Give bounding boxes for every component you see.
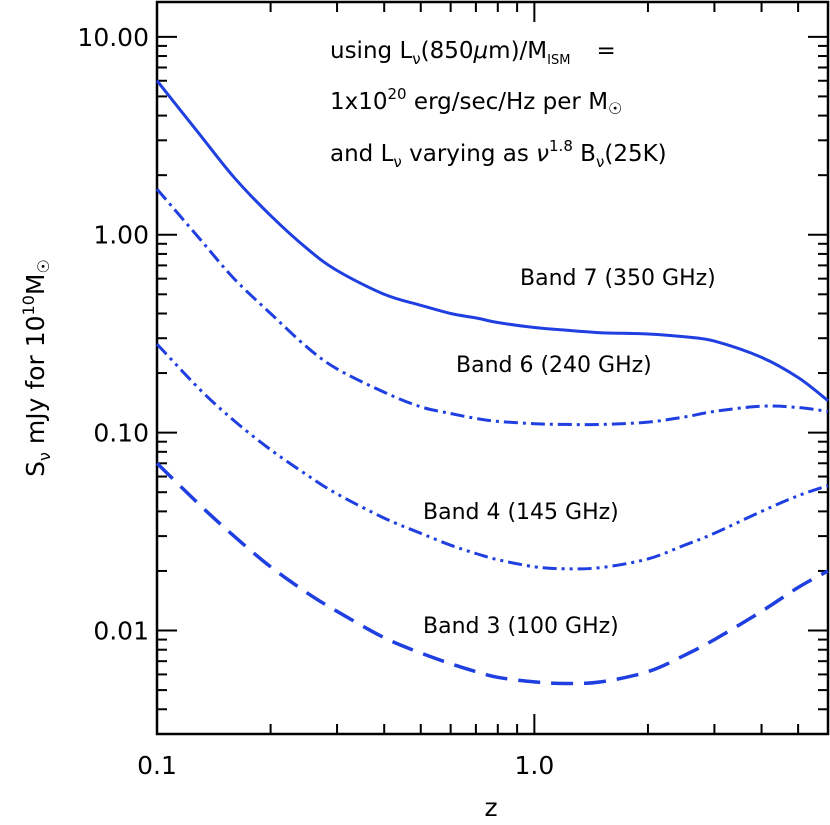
axis-ticks — [156, 2, 829, 735]
series-label-band-6: Band 6 (240 GHz) — [456, 353, 652, 378]
y-tick-label: 0.01 — [93, 617, 149, 646]
series-label-band-4: Band 4 (145 GHz) — [423, 500, 619, 525]
series-label-band-7: Band 7 (350 GHz) — [520, 266, 716, 291]
y-tick-label: 10.00 — [77, 23, 149, 52]
plot-frame — [155, 0, 830, 736]
series-line-2 — [155, 343, 829, 571]
series-lines — [155, 79, 829, 686]
y-axis-label: Sν mJy for 1010M☉ — [19, 259, 54, 477]
series-label-band-3: Band 3 (100 GHz) — [423, 614, 619, 639]
series-line-3 — [155, 462, 829, 686]
y-tick-label: 1.00 — [93, 221, 149, 250]
x-axis-label: z — [484, 793, 497, 822]
annotation-line-1: using Lν(850μm)/MISM = — [330, 38, 616, 68]
series-line-0 — [155, 79, 829, 402]
y-tick-label: 0.10 — [93, 419, 149, 448]
x-tick-label: 0.1 — [137, 751, 177, 780]
tick-labels: 0.01 0.10 1.00 10.00 0.1 1.0 — [77, 23, 554, 780]
annotation-line-3: and Lν varying as ν1.8 Bν(25K) — [330, 137, 667, 171]
annotation-line-2: 1x1020 erg/sec/Hz per M☉ — [330, 85, 622, 118]
series-line-1 — [155, 188, 829, 427]
x-tick-label: 1.0 — [514, 751, 554, 780]
